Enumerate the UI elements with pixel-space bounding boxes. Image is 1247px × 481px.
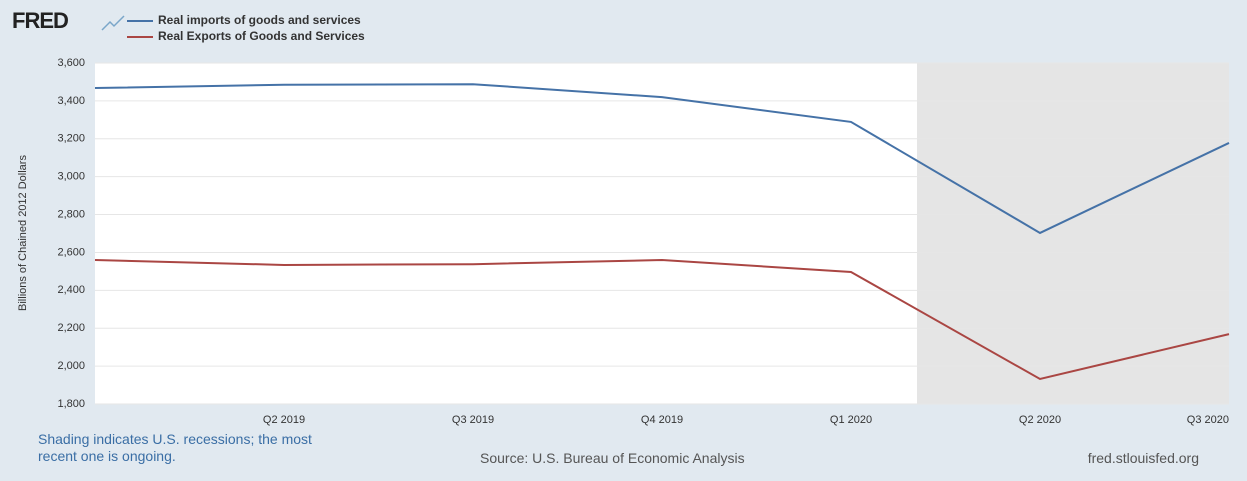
note: Shading indicates U.S. recessions; the m… [38,431,312,464]
series-line [94,83,1230,235]
y-tick-label: 2,000 [57,360,85,372]
y-tick-label: 1,800 [57,398,85,410]
y-tick-label: 3,400 [57,95,85,107]
y-tick-label: 2,400 [57,284,85,296]
site: fred.stlouisfed.org [1087,450,1199,466]
x-tick-label: Q4 2019 [641,414,683,426]
x-tick-label: Q3 2020 [1187,414,1229,426]
recession-shading [917,63,1229,404]
logo-icon [101,15,125,31]
y-tick-label: 3,200 [57,133,85,145]
x-tick-label: Q1 2020 [830,414,872,426]
logo: FRED [12,8,68,33]
x-tick-label: Q3 2019 [452,414,494,426]
series-line [94,259,1230,381]
y-axis-label: Billions of Chained 2012 Dollars [17,155,29,311]
source: Source: U.S. Bureau of Economic Analysis [480,450,745,466]
y-tick-label: 2,800 [57,208,85,220]
y-tick-label: 3,600 [57,57,85,69]
legend-label: Real Exports of Goods and Services [158,29,365,43]
chart: FRED Billions of Chained 2012 Dollars 1,… [12,8,1230,426]
x-tick-label: Q2 2019 [263,414,305,426]
x-tick-label: Q2 2020 [1019,414,1061,426]
y-tick-label: 3,000 [57,171,85,183]
legend-label: Real imports of goods and services [158,13,361,27]
y-tick-label: 2,600 [57,246,85,258]
y-tick-label: 2,200 [57,322,85,334]
